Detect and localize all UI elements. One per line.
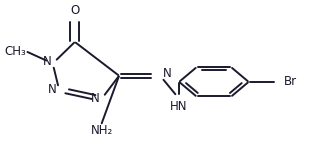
Text: HN: HN [170,100,188,113]
Text: N: N [48,83,57,96]
Text: Br: Br [284,75,297,88]
Text: NH₂: NH₂ [90,124,113,137]
Text: N: N [163,67,171,80]
Text: N: N [90,92,99,105]
Text: CH₃: CH₃ [4,45,26,58]
Text: O: O [70,4,80,17]
Text: N: N [42,55,51,68]
